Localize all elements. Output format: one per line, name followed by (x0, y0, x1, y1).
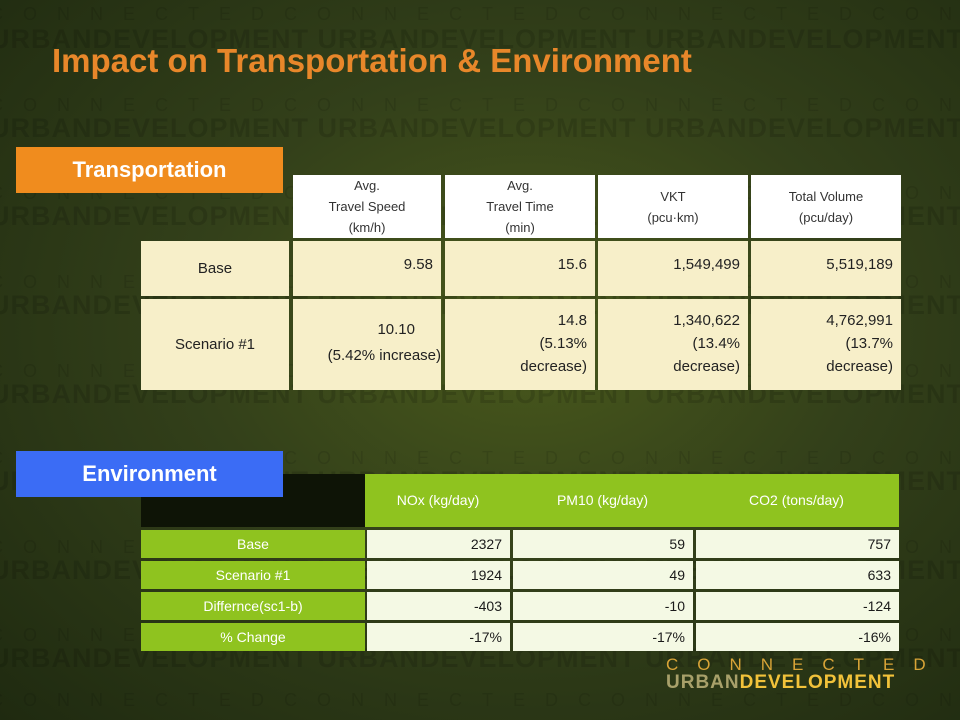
cell-co2: -16% (696, 623, 899, 651)
cell-change: decrease) (673, 358, 740, 375)
header-line: VKT (660, 188, 686, 204)
cell-base-time: 15.6 (445, 241, 595, 296)
header-total-volume: Total Volume (pcu/day) (751, 175, 901, 238)
cell-value: 4,762,991 (826, 312, 893, 329)
cell-base-vkt: 1,549,499 (598, 241, 748, 296)
header-travel-speed: Avg. Travel Speed (km/h) (293, 175, 441, 238)
cell-co2: 757 (696, 530, 899, 558)
header-line: (pcu·km) (647, 209, 699, 225)
cell-pm10: -17% (513, 623, 693, 651)
cell-change: (13.4% (692, 335, 740, 352)
watermark-connected: CONNECTEDCONNECTEDCONNECTEDCONNECTED (0, 690, 960, 710)
logo-urban-development-text: URBANDEVELOPMENT (666, 672, 895, 694)
cell-nox: -17% (367, 623, 510, 651)
cell-pm10: 59 (513, 530, 693, 558)
row-label-percent-change: % Change (141, 623, 365, 651)
cell-value: 1,340,622 (673, 312, 740, 329)
table-row: Differnce(sc1-b) -403 -10 -124 (141, 592, 899, 621)
cell-nox: -403 (367, 592, 510, 620)
table-row: Scenario #1 1924 49 633 (141, 561, 899, 590)
header-vkt: VKT (pcu·km) (598, 175, 748, 238)
cell-change: (5.13% (539, 335, 587, 352)
header-line: Avg. (507, 178, 533, 193)
logo-development-text: DEVELOPMENT (739, 672, 896, 693)
header-line: Travel Time (486, 199, 554, 214)
header-line: Total Volume (788, 188, 864, 204)
cell-nox: 2327 (367, 530, 510, 558)
transportation-table: Avg. Travel Speed (km/h) Avg. Travel Tim… (141, 175, 901, 390)
cell-scenario-volume: 4,762,991 (13.7% decrease) (751, 299, 901, 390)
cell-value: 14.8 (557, 312, 587, 329)
cell-base-volume: 5,519,189 (751, 241, 901, 296)
cell-co2: -124 (696, 592, 899, 620)
header-nox: NOx (kg/day) (396, 492, 480, 508)
header-line: Travel Speed (328, 199, 406, 214)
header-line: (km/h) (348, 220, 386, 235)
watermark-urban-development: URBANDEVELOPMENT URBANDEVELOPMENT URBAND… (0, 113, 960, 143)
logo-urban-text: URBAN (666, 672, 740, 693)
table-row: % Change -17% -17% -16% (141, 623, 899, 652)
cell-value: 10.10 (377, 321, 415, 338)
cell-pm10: -10 (513, 592, 693, 620)
row-label-base: Base (141, 241, 289, 296)
header-line: Avg. (354, 178, 380, 193)
cell-co2: 633 (696, 561, 899, 589)
connected-urban-development-logo: CONNECTED URBANDEVELOPMENT (666, 655, 926, 695)
header-line: (pcu/day) (798, 209, 854, 225)
logo-connected-text: CONNECTED (666, 655, 945, 674)
environment-table: NOx (kg/day) PM10 (kg/day) CO2 (tons/day… (141, 474, 899, 658)
cell-nox: 1924 (367, 561, 510, 589)
cell-scenario-speed: 10.10 (5.42% increase) (293, 299, 441, 390)
cell-base-speed: 9.58 (293, 241, 441, 296)
watermark-connected: CONNECTEDCONNECTEDCONNECTEDCONNECTED (0, 4, 960, 24)
cell-scenario-time: 14.8 (5.13% decrease) (445, 299, 595, 390)
header-co2: CO2 (tons/day) (749, 492, 844, 508)
row-label-difference: Differnce(sc1-b) (141, 592, 365, 620)
environment-section-label: Environment (16, 451, 283, 497)
cell-change: decrease) (826, 358, 893, 375)
header-pm10: PM10 (kg/day) (556, 492, 649, 508)
cell-scenario-vkt: 1,340,622 (13.4% decrease) (598, 299, 748, 390)
header-line: (min) (505, 220, 535, 235)
transportation-section-label: Transportation (16, 147, 283, 193)
cell-change: (5.42% increase) (327, 347, 441, 364)
cell-change: (13.7% (845, 335, 893, 352)
cell-change: decrease) (520, 358, 587, 375)
watermark-connected: CONNECTEDCONNECTEDCONNECTEDCONNECTED (0, 95, 960, 115)
row-label-scenario-1: Scenario #1 (141, 299, 289, 390)
row-label-scenario-1: Scenario #1 (141, 561, 365, 589)
header-travel-time: Avg. Travel Time (min) (445, 175, 595, 238)
cell-pm10: 49 (513, 561, 693, 589)
watermark-urban-development: URBANDEVELOPMENT URBANDEVELOPMENT URBAND… (0, 24, 960, 54)
page-title: Impact on Transportation & Environment (52, 42, 692, 79)
table-row: Base 2327 59 757 (141, 530, 899, 559)
row-label-base: Base (141, 530, 365, 558)
